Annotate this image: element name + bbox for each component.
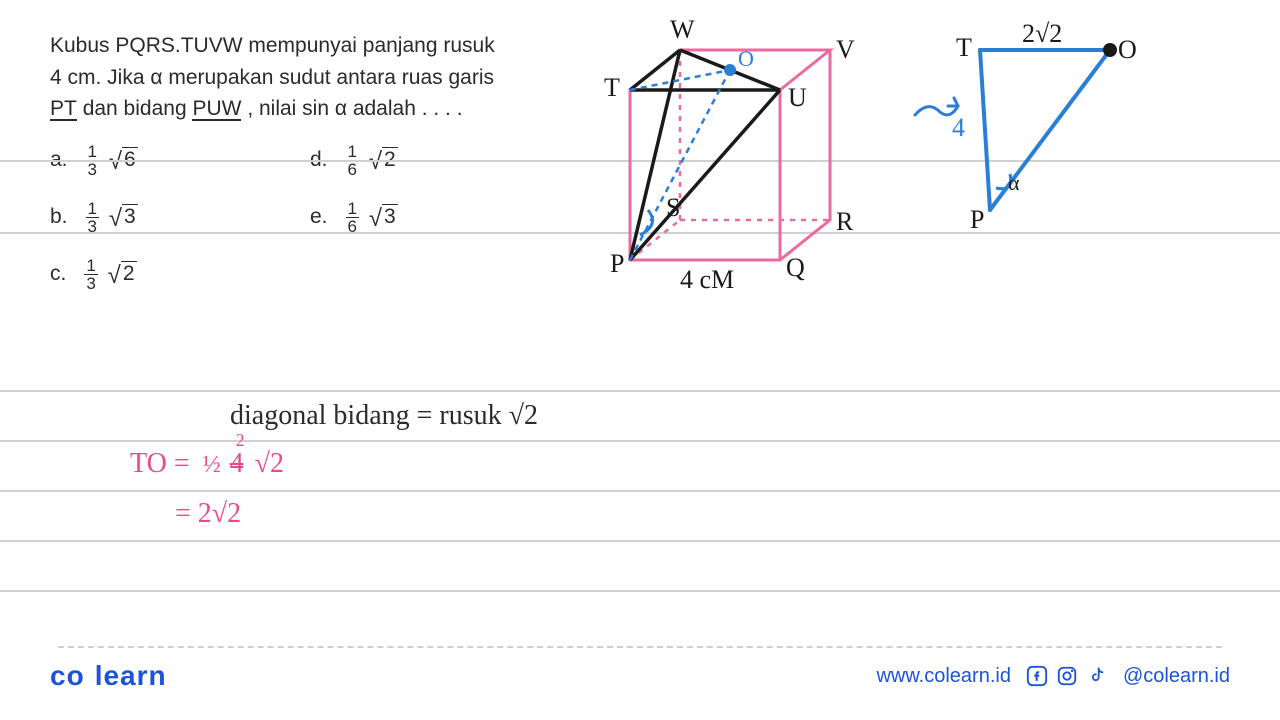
problem-post: , nilai sin α adalah . . . . <box>247 97 462 120</box>
plane-puw: PUW <box>192 100 241 121</box>
option-letter: b. <box>50 205 68 229</box>
ruled-line <box>0 540 1280 542</box>
footer: colearn www.colearn.id @colearn.id <box>0 660 1280 692</box>
triangle-diagram: T O P 2√2 4 α <box>910 20 1170 240</box>
problem-line1: Kubus PQRS.TUVW mempunyai panjang rusuk <box>50 34 495 57</box>
fraction: 1 6 <box>346 200 359 235</box>
tiktok-icon <box>1085 664 1109 688</box>
footer-divider <box>58 646 1222 648</box>
tri-label-top: 2√2 <box>1022 20 1062 48</box>
option-letter: e. <box>310 205 328 229</box>
footer-right: www.colearn.id @colearn.id <box>876 664 1230 688</box>
ruled-line <box>0 590 1280 592</box>
hand-to-line1: TO = ½ 2 4 √2 <box>130 448 284 480</box>
instagram-icon <box>1055 664 1079 688</box>
fraction: 1 3 <box>86 200 99 235</box>
option-b: b. 1 3 √3 <box>50 200 310 235</box>
label-s: S <box>666 193 680 222</box>
label-r: R <box>836 207 854 236</box>
facebook-icon <box>1025 664 1049 688</box>
tri-label-angle: α <box>1008 170 1020 195</box>
tri-label-t: T <box>956 33 972 62</box>
page: Kubus PQRS.TUVW mempunyai panjang rusuk … <box>0 0 1280 720</box>
label-edge: 4 cM <box>680 265 734 294</box>
hand-to-line2: = 2√2 <box>175 498 241 530</box>
label-q: Q <box>786 253 805 282</box>
ruled-line <box>0 490 1280 492</box>
label-u: U <box>788 83 807 112</box>
cube-diagram: P Q R S T U V W O 4 cM <box>570 10 890 300</box>
sqrt-icon: √ <box>108 262 121 289</box>
footer-handle: @colearn.id <box>1123 665 1230 688</box>
label-w: W <box>670 15 695 44</box>
problem-line2: 4 cm. Jika α merupakan sudut antara ruas… <box>50 66 494 89</box>
tri-label-o: O <box>1118 35 1137 64</box>
tri-label-p: P <box>970 205 984 234</box>
hand-diagonal: diagonal bidang = rusuk √2 <box>230 400 538 432</box>
problem-mid: dan bidang <box>83 97 193 120</box>
label-t: T <box>604 73 620 102</box>
social-icons <box>1025 664 1109 688</box>
label-v: V <box>836 35 855 64</box>
sqrt-icon: √ <box>109 205 122 232</box>
fraction: 1 3 <box>84 257 97 292</box>
sqrt-icon: √ <box>369 205 382 232</box>
problem-text: Kubus PQRS.TUVW mempunyai panjang rusuk … <box>50 30 570 125</box>
ruled-line <box>0 390 1280 392</box>
label-p: P <box>610 249 624 278</box>
option-c: c. 1 3 √2 <box>50 257 310 292</box>
option-e: e. 1 6 √3 <box>310 200 570 235</box>
ruled-line <box>0 440 1280 442</box>
option-letter: c. <box>50 262 66 286</box>
footer-url: www.colearn.id <box>876 665 1011 688</box>
segment-pt: PT <box>50 100 77 121</box>
tri-label-left: 4 <box>952 113 965 142</box>
label-o: O <box>738 46 754 71</box>
brand-logo: colearn <box>50 660 167 692</box>
